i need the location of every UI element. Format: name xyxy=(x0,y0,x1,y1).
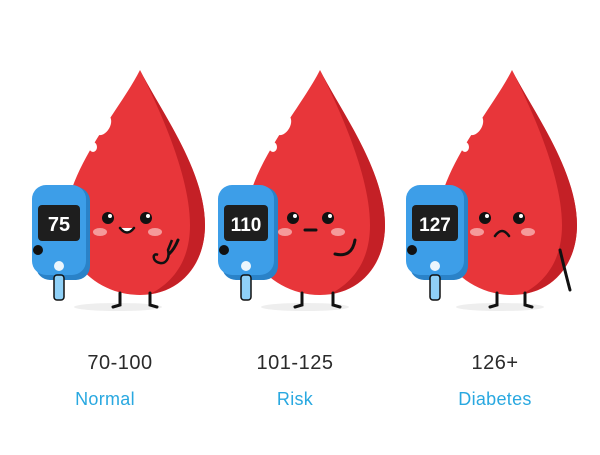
range-diabetes: 126+ xyxy=(471,352,519,374)
face-normal xyxy=(93,212,162,236)
character-normal: 75 xyxy=(32,70,205,311)
character-risk: 110 xyxy=(218,70,385,311)
reading-127: 127 xyxy=(419,215,451,236)
face-diabetes xyxy=(470,212,535,238)
glucose-meter-normal: 75 xyxy=(32,185,90,301)
reading-110: 110 xyxy=(231,215,262,236)
label-risk: Risk xyxy=(276,389,314,409)
character-diabetes: 127 xyxy=(406,70,577,311)
glucose-meter-risk: 110 xyxy=(218,185,278,301)
label-diabetes: Diabetes xyxy=(458,389,532,409)
reading-75: 75 xyxy=(48,214,70,236)
glucose-meter-diabetes: 127 xyxy=(406,185,468,301)
range-risk: 101-125 xyxy=(256,352,334,374)
label-normal: Normal xyxy=(75,389,135,409)
range-normal: 70-100 xyxy=(87,352,153,374)
face-risk xyxy=(278,212,345,236)
